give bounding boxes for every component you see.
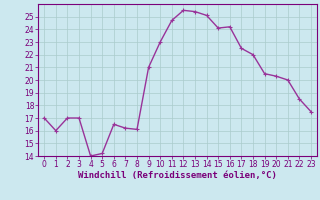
- X-axis label: Windchill (Refroidissement éolien,°C): Windchill (Refroidissement éolien,°C): [78, 171, 277, 180]
